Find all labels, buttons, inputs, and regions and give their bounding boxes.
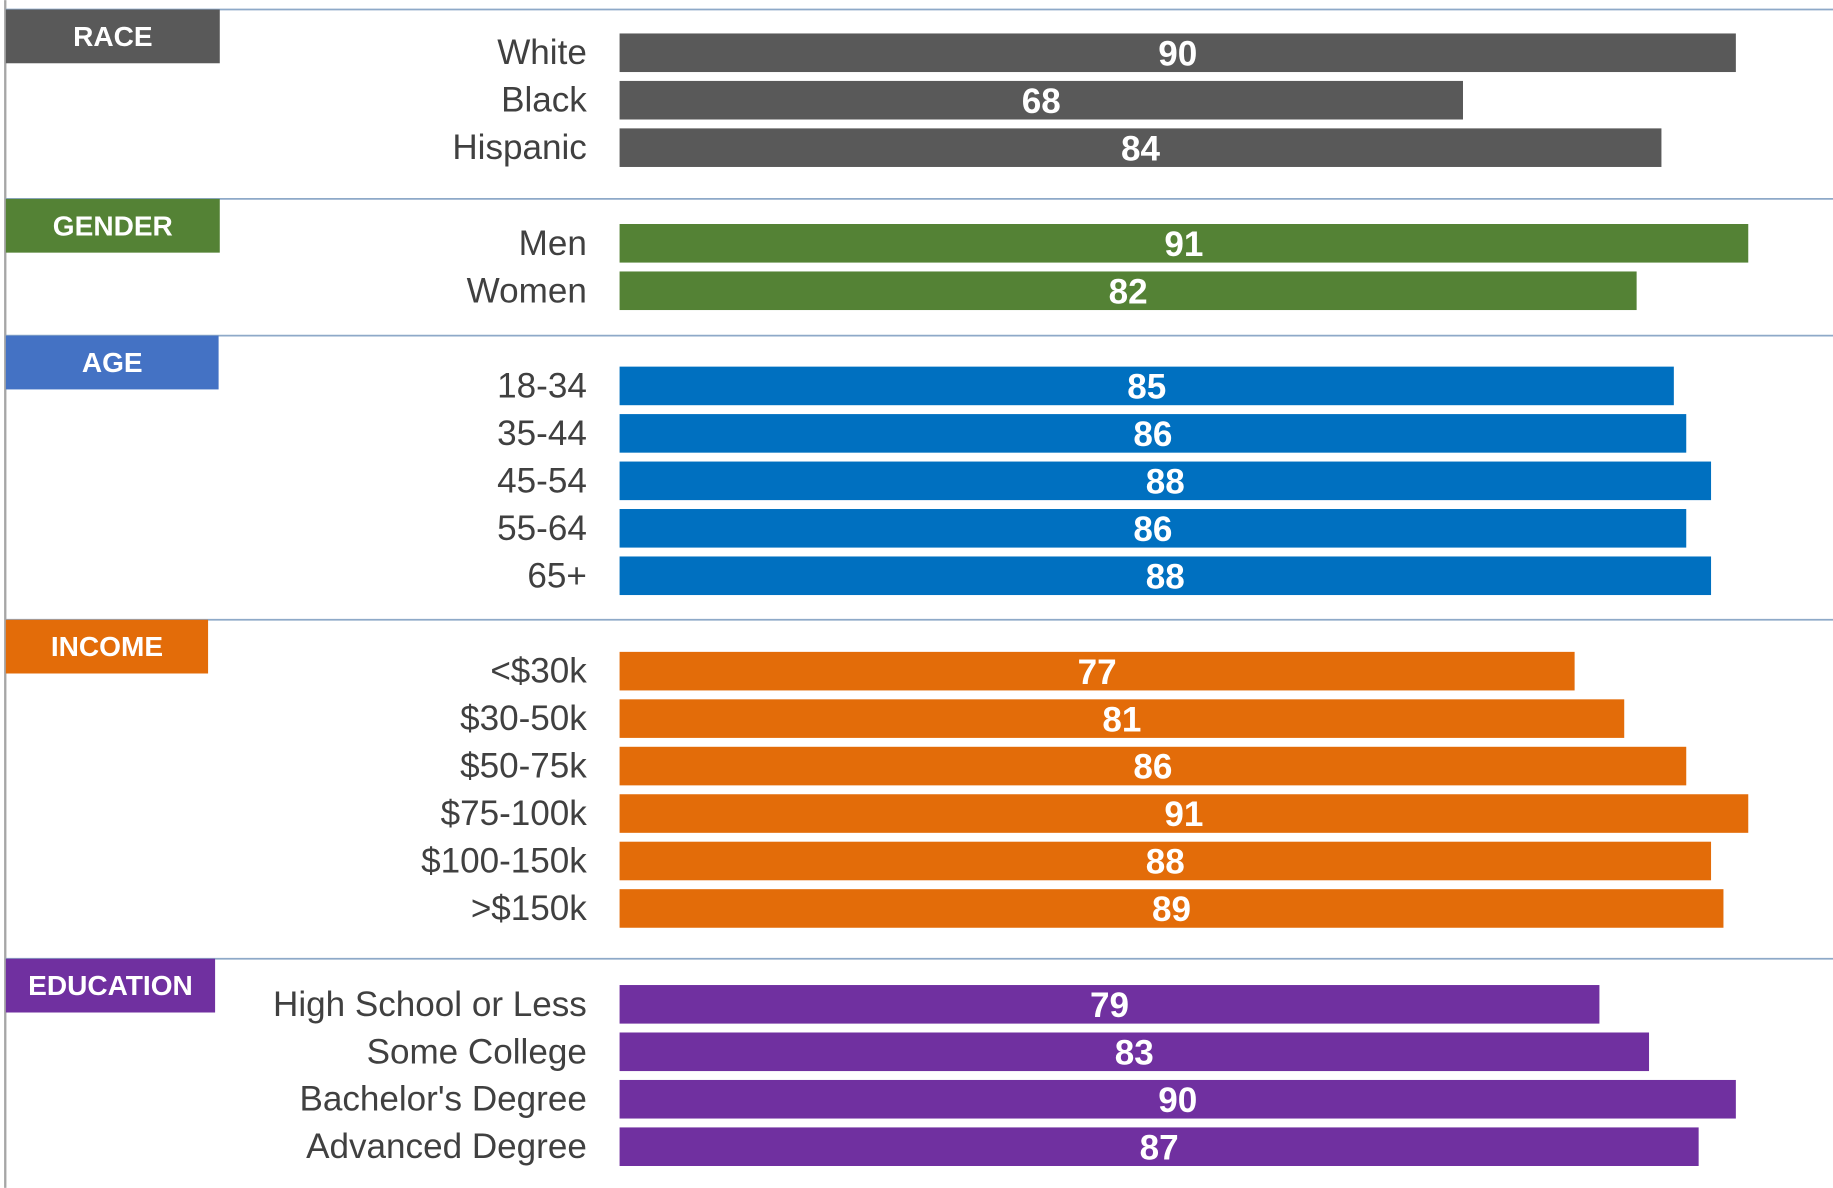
category-label: 18-34: [497, 366, 587, 405]
value-label: 90: [1158, 34, 1197, 73]
category-label: Black: [501, 81, 587, 120]
group-header: [5, 198, 220, 253]
bar: [619, 651, 1575, 691]
group-title: INCOME: [51, 631, 163, 662]
value-label: 88: [1146, 463, 1185, 502]
bar: [619, 1127, 1699, 1166]
bar: [619, 1032, 1650, 1072]
group-header: [5, 619, 209, 674]
value-label: 82: [1109, 272, 1148, 311]
bar: [619, 746, 1687, 786]
group-title: EDUCATION: [28, 970, 193, 1001]
category-label: $75-100k: [441, 794, 588, 833]
bar: [619, 128, 1662, 167]
value-label: 85: [1127, 368, 1166, 407]
value-label: 79: [1090, 986, 1129, 1025]
category-label: $30-50k: [460, 699, 587, 738]
value-label: 68: [1022, 82, 1061, 121]
category-label: $50-75k: [460, 747, 587, 786]
category-label: White: [497, 33, 587, 72]
category-label: $100-150k: [421, 842, 587, 881]
group-header: [5, 335, 219, 390]
category-label: High School or Less: [273, 985, 587, 1024]
category-label: Women: [467, 271, 587, 310]
category-label: 35-44: [497, 414, 587, 453]
value-label: 77: [1078, 653, 1117, 692]
value-label: 88: [1146, 557, 1185, 596]
bar: [619, 841, 1712, 881]
bar: [619, 271, 1637, 311]
category-label: >$150k: [471, 889, 587, 928]
value-label: 86: [1133, 415, 1172, 454]
value-label: 89: [1152, 890, 1191, 929]
bar: [619, 1079, 1736, 1119]
bar: [619, 414, 1687, 453]
category-label: 55-64: [497, 509, 587, 548]
value-label: 88: [1146, 843, 1185, 882]
bar: [619, 366, 1674, 406]
value-label: 91: [1164, 795, 1203, 834]
group-title: GENDER: [53, 210, 173, 241]
value-label: 86: [1133, 510, 1172, 549]
bar: [619, 33, 1736, 73]
category-label: Bachelor's Degree: [299, 1080, 586, 1119]
value-label: 86: [1133, 748, 1172, 787]
category-label: Hispanic: [452, 128, 586, 167]
bar: [619, 556, 1712, 596]
category-label: Men: [519, 224, 587, 263]
bar: [619, 699, 1625, 738]
group-header: [5, 958, 216, 1013]
value-label: 84: [1121, 129, 1161, 168]
category-label: <$30k: [490, 652, 587, 691]
bar: [619, 80, 1463, 120]
category-label: 65+: [527, 556, 586, 595]
group-header: [5, 9, 220, 64]
bar: [619, 794, 1749, 833]
bar: [619, 889, 1724, 928]
category-label: 45-54: [497, 461, 587, 500]
group-title: RACE: [73, 21, 152, 52]
category-label: Advanced Degree: [306, 1127, 587, 1166]
value-label: 90: [1158, 1081, 1197, 1120]
group-title: AGE: [82, 347, 143, 378]
bar: [619, 461, 1712, 501]
value-label: 87: [1140, 1128, 1179, 1167]
bar: [619, 509, 1687, 548]
bar: [619, 985, 1600, 1024]
value-label: 91: [1164, 225, 1203, 264]
category-label: Some College: [367, 1032, 587, 1071]
value-label: 81: [1102, 700, 1141, 739]
value-label: 83: [1115, 1033, 1154, 1072]
bar: [619, 224, 1749, 263]
